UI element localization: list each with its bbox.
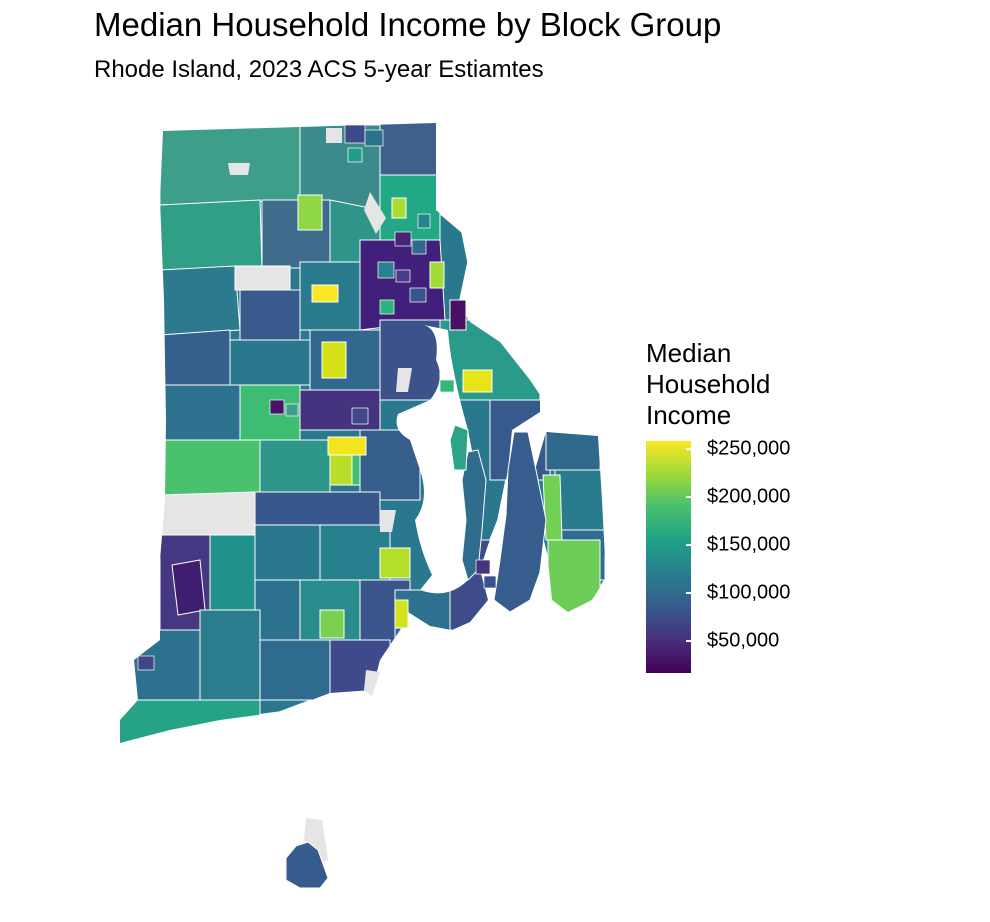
block-island	[285, 841, 329, 889]
legend-tick-label: $100,000	[707, 581, 791, 604]
income-highlights	[297, 194, 493, 639]
legend-tick-label: $200,000	[707, 485, 791, 508]
dense-urban-blocks	[137, 124, 497, 671]
aquidneck-island	[493, 431, 547, 613]
legend-tick-mark	[686, 544, 691, 546]
map-subtitle: Rhode Island, 2023 ACS 5-year Estiamtes	[94, 56, 544, 83]
conanicut-island	[461, 449, 487, 581]
legend-title-line: Income	[646, 400, 732, 430]
prudence-island	[449, 424, 469, 471]
legend-tick-label: $50,000	[707, 629, 780, 652]
legend-body: $250,000 $200,000 $150,000 $100,000 $50,…	[646, 437, 826, 673]
legend-tick-mark	[686, 640, 691, 642]
block-island-missing	[304, 818, 328, 866]
legend-tick-mark	[686, 448, 691, 450]
legend-tick-mark	[686, 496, 691, 498]
legend-title-line: Household	[646, 369, 771, 399]
legend-tick-mark	[686, 592, 691, 594]
legend: Median Household Income $250,000 $200,00…	[646, 338, 826, 673]
legend-colorbar	[646, 441, 691, 673]
missing-data-areas	[228, 128, 412, 696]
narragansett-bay	[396, 325, 482, 594]
legend-tick-label: $250,000	[707, 437, 791, 460]
map-title: Median Household Income by Block Group	[94, 6, 722, 43]
legend-title: Median Household Income	[646, 338, 826, 431]
legend-title-line: Median	[646, 338, 732, 368]
legend-tick-label: $150,000	[707, 533, 791, 556]
